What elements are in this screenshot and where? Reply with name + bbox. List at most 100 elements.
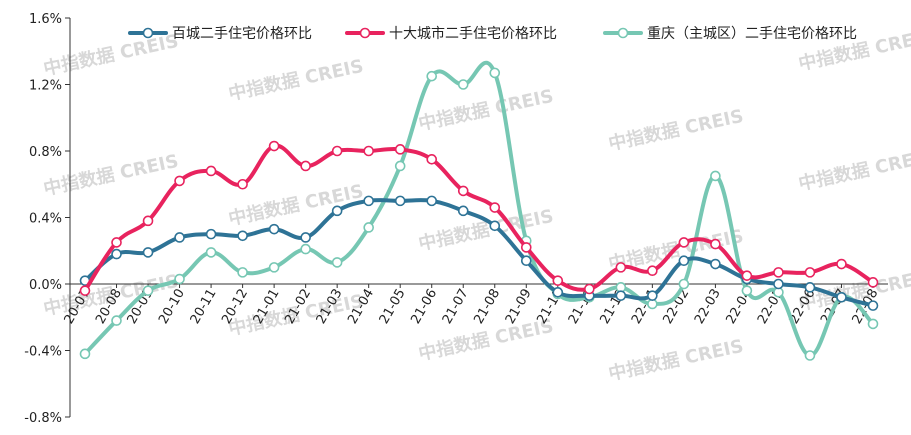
- data-point: [268, 223, 280, 235]
- watermark-text: 中指数据 CREIS: [416, 85, 555, 135]
- x-tick-label: 21-07: [440, 287, 472, 327]
- data-point: [142, 285, 154, 296]
- data-point: [142, 215, 154, 227]
- data-point: [520, 242, 532, 253]
- legend-marker-1: [359, 27, 371, 39]
- data-point: [394, 160, 406, 172]
- data-point: [678, 255, 690, 267]
- x-tick-label: 20-11: [188, 287, 220, 327]
- watermark-text: 中指数据 CREIS: [796, 145, 911, 195]
- data-point: [489, 202, 501, 213]
- data-point: [773, 267, 784, 278]
- data-point: [678, 278, 690, 290]
- legend-label-1: 十大城市二手住宅价格环比: [389, 25, 557, 42]
- y-tick-label: -0.4%: [24, 345, 62, 360]
- data-point: [457, 79, 469, 90]
- data-point: [79, 348, 91, 360]
- watermark-text: 中指数据 CREIS: [226, 55, 365, 105]
- x-tick-label: 22-03: [692, 287, 724, 327]
- data-point: [237, 267, 248, 278]
- y-tick-label: 0.0%: [29, 278, 62, 293]
- legend-label-0: 百城二手住宅价格环比: [172, 26, 312, 42]
- y-tick-label: 0.8%: [29, 145, 62, 160]
- data-point: [741, 270, 753, 281]
- series-layer: [79, 60, 879, 361]
- data-point: [426, 154, 438, 165]
- y-tick-label: 0.4%: [29, 212, 62, 227]
- data-point: [804, 282, 816, 293]
- data-point: [867, 318, 879, 330]
- legend-marker-0: [142, 27, 154, 39]
- data-point: [205, 247, 217, 258]
- data-point: [489, 67, 501, 79]
- data-point: [426, 70, 438, 82]
- data-point: [457, 185, 469, 197]
- data-point: [426, 195, 438, 207]
- watermark-text: 中指数据 CREIS: [41, 30, 180, 80]
- axes: 1.6%1.2%0.8%0.4%0.0%-0.4%-0.8%20-07 20-08…: [24, 12, 888, 426]
- watermark-text: 中指数据 CREIS: [41, 150, 180, 200]
- data-point: [804, 350, 816, 361]
- data-point: [363, 222, 374, 233]
- data-point: [268, 262, 280, 273]
- data-point: [363, 145, 374, 157]
- x-tick-label: 21-06: [408, 287, 440, 327]
- data-point: [647, 290, 658, 301]
- data-point: [174, 175, 185, 187]
- watermarks: 中指数据 CREIS 中指数据 CREIS 中指数据 CREIS 中指数据 CREIS…: [41, 25, 911, 385]
- data-point: [205, 165, 217, 177]
- data-point: [142, 247, 154, 258]
- data-point: [331, 205, 343, 217]
- watermark-text: 中指数据 CREIS: [416, 205, 555, 255]
- data-point: [205, 228, 217, 240]
- data-point: [741, 285, 753, 296]
- data-point: [300, 232, 311, 243]
- data-point: [489, 220, 501, 232]
- data-point: [300, 243, 311, 255]
- data-point: [363, 195, 374, 207]
- data-point: [174, 232, 185, 243]
- data-point: [174, 273, 185, 285]
- data-point: [331, 257, 343, 268]
- watermark-text: 中指数据 CREIS: [226, 180, 365, 230]
- data-point: [394, 195, 406, 207]
- data-point: [836, 291, 847, 303]
- data-point: [647, 265, 658, 277]
- data-point: [552, 275, 564, 286]
- data-point: [552, 287, 564, 298]
- data-point: [111, 248, 122, 260]
- y-tick-label: 1.6%: [29, 12, 62, 27]
- data-point: [111, 315, 122, 326]
- data-point: [79, 285, 91, 296]
- legend: 百城二手住宅价格环比 十大城市二手住宅价格环比 重庆（主城区）二手住宅价格环比: [128, 25, 857, 42]
- legend-label-2: 重庆（主城区）二手住宅价格环比: [647, 26, 857, 42]
- data-point: [710, 258, 721, 270]
- watermark-text: 中指数据 CREIS: [606, 105, 745, 155]
- y-tick-label: -0.8%: [24, 411, 62, 426]
- data-point: [867, 277, 879, 288]
- data-point: [804, 267, 816, 278]
- data-point: [836, 258, 847, 270]
- series-line-0: [83, 198, 875, 308]
- legend-marker-2: [617, 27, 629, 39]
- data-point: [867, 300, 879, 311]
- x-tick-label: 22-02: [660, 287, 692, 327]
- series-1: [79, 140, 879, 296]
- y-tick-label: 1.2%: [29, 79, 62, 94]
- data-point: [111, 237, 122, 248]
- x-tick-label: 21-08: [471, 287, 503, 327]
- data-point: [331, 145, 343, 157]
- x-tick-label: 21-05: [377, 287, 409, 327]
- data-point: [237, 178, 248, 190]
- watermark-text: 中指数据 CREIS: [606, 335, 745, 385]
- data-point: [773, 278, 784, 290]
- series-0: [79, 195, 879, 311]
- data-point: [710, 170, 721, 182]
- data-point: [678, 237, 690, 248]
- data-point: [615, 262, 627, 273]
- data-point: [615, 290, 627, 301]
- data-point: [520, 255, 532, 267]
- data-point: [268, 140, 280, 152]
